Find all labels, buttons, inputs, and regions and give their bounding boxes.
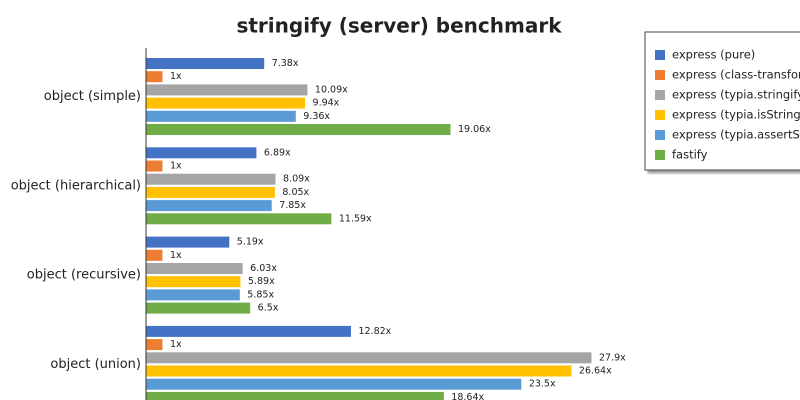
bar xyxy=(146,365,572,377)
value-label: 5.85x xyxy=(247,289,274,300)
value-label: 1x xyxy=(170,339,182,350)
legend-label: express (typia.assertStringify) xyxy=(672,128,800,142)
bar xyxy=(146,276,241,288)
category-label: object (hierarchical) xyxy=(11,178,141,193)
bar xyxy=(146,84,308,96)
value-label: 11.59x xyxy=(339,213,372,224)
value-label: 6.89x xyxy=(264,147,291,158)
value-label: 1x xyxy=(170,161,182,172)
value-label: 6.5x xyxy=(258,303,279,314)
bar xyxy=(146,58,265,69)
category-label: object (union) xyxy=(50,357,141,372)
bar xyxy=(146,249,163,261)
bar xyxy=(146,325,351,337)
bar xyxy=(146,173,276,185)
chart-title: stringify (server) benchmark xyxy=(236,14,562,38)
legend-swatch xyxy=(655,50,665,60)
value-label: 9.94x xyxy=(313,98,340,109)
legend-swatch xyxy=(655,70,665,80)
bar xyxy=(146,213,332,225)
legend-swatch xyxy=(655,130,665,140)
bar xyxy=(146,124,451,135)
legend-box xyxy=(644,31,800,171)
legend-swatch xyxy=(655,90,665,100)
bar xyxy=(146,391,444,400)
value-label: 19.06x xyxy=(458,124,491,135)
legend-swatch xyxy=(655,110,665,120)
legend-label: express (typia.stringify) xyxy=(672,88,800,102)
bar xyxy=(146,200,272,212)
bar xyxy=(146,263,243,274)
value-label: 6.03x xyxy=(250,263,277,274)
value-label: 5.89x xyxy=(248,276,275,287)
value-label: 10.09x xyxy=(315,84,348,95)
legend-label: express (pure) xyxy=(672,48,755,62)
value-label: 7.85x xyxy=(279,200,306,211)
value-label: 8.09x xyxy=(283,174,310,185)
value-label: 7.38x xyxy=(272,58,299,69)
value-label: 9.36x xyxy=(303,111,330,122)
value-label: 1x xyxy=(170,250,182,261)
bar xyxy=(146,339,163,351)
bar xyxy=(146,160,163,172)
bar xyxy=(146,289,240,301)
legend-label: express (class-transformer) xyxy=(672,68,800,82)
category-label: object (simple) xyxy=(44,89,141,104)
bar xyxy=(146,352,592,364)
value-label: 26.64x xyxy=(579,366,612,377)
bar xyxy=(146,110,296,122)
bar xyxy=(146,236,230,248)
bar xyxy=(146,97,306,109)
value-label: 1x xyxy=(170,71,182,82)
bar xyxy=(146,147,257,159)
bar xyxy=(146,71,163,83)
legend-label: fastify xyxy=(672,148,708,162)
bar xyxy=(146,378,522,390)
value-label: 8.05x xyxy=(282,187,309,198)
value-label: 12.82x xyxy=(358,326,391,337)
bar xyxy=(146,302,251,314)
category-label: object (recursive) xyxy=(27,268,141,283)
value-label: 5.19x xyxy=(237,237,264,248)
legend-swatch xyxy=(655,150,665,160)
value-label: 23.5x xyxy=(529,379,556,390)
value-label: 18.64x xyxy=(451,392,484,400)
value-label: 27.9x xyxy=(599,352,626,363)
legend-label: express (typia.isStringify) xyxy=(672,108,800,122)
bar xyxy=(146,186,275,198)
